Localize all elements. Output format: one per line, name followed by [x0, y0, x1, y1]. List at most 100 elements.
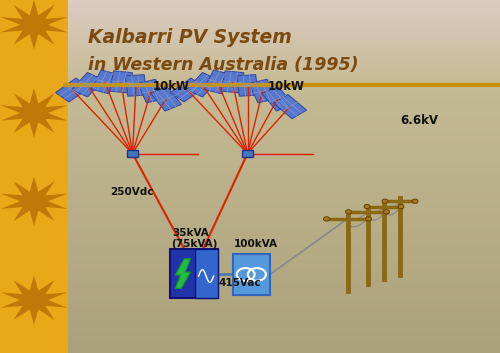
- Bar: [65, 299, 500, 306]
- Bar: [65, 14, 500, 17]
- Bar: [65, 219, 500, 226]
- Bar: [65, 25, 500, 28]
- Bar: [237, 74, 258, 96]
- Text: 250Vdc: 250Vdc: [110, 187, 154, 197]
- Bar: [65, 252, 500, 259]
- Bar: [65, 34, 500, 37]
- Bar: [65, 172, 500, 179]
- Bar: [65, 54, 500, 56]
- Bar: [65, 333, 500, 340]
- Bar: [65, 8, 500, 11]
- Bar: [65, 152, 500, 158]
- Bar: [65, 20, 500, 23]
- Polygon shape: [175, 259, 190, 288]
- Bar: [249, 79, 276, 103]
- Bar: [65, 132, 500, 138]
- Bar: [127, 150, 138, 157]
- Circle shape: [346, 210, 352, 214]
- Bar: [72, 72, 104, 97]
- Bar: [170, 78, 204, 102]
- Bar: [65, 306, 500, 313]
- Bar: [221, 71, 244, 93]
- Bar: [65, 76, 500, 79]
- Bar: [65, 62, 500, 65]
- Text: 10kW: 10kW: [152, 80, 190, 93]
- Bar: [65, 239, 500, 246]
- Bar: [65, 340, 500, 346]
- Bar: [65, 40, 500, 42]
- Bar: [274, 95, 306, 119]
- Bar: [65, 0, 500, 85]
- Bar: [126, 74, 146, 96]
- Bar: [65, 179, 500, 185]
- Bar: [65, 0, 500, 3]
- Circle shape: [366, 217, 372, 221]
- Text: 35kVA: 35kVA: [172, 228, 210, 238]
- Bar: [65, 0, 500, 353]
- Bar: [65, 71, 500, 73]
- Bar: [65, 313, 500, 319]
- Bar: [65, 105, 500, 112]
- Bar: [65, 45, 500, 48]
- Bar: [110, 71, 132, 93]
- Circle shape: [364, 204, 370, 209]
- Bar: [65, 199, 500, 205]
- Polygon shape: [0, 88, 68, 138]
- Bar: [65, 246, 500, 252]
- Bar: [186, 72, 218, 97]
- Bar: [65, 85, 500, 91]
- Bar: [138, 79, 164, 103]
- Bar: [65, 37, 500, 40]
- Text: 6.6kV: 6.6kV: [400, 114, 438, 126]
- Bar: [242, 150, 253, 157]
- Bar: [65, 28, 500, 31]
- Bar: [65, 112, 500, 118]
- Bar: [65, 145, 500, 152]
- Bar: [65, 319, 500, 326]
- Bar: [65, 118, 500, 125]
- Bar: [65, 286, 500, 293]
- Bar: [65, 138, 500, 145]
- Bar: [0, 0, 68, 353]
- Text: 10kW: 10kW: [268, 80, 304, 93]
- Bar: [65, 91, 500, 98]
- Bar: [65, 205, 500, 212]
- Bar: [65, 326, 500, 333]
- Bar: [65, 73, 500, 76]
- Bar: [65, 23, 500, 25]
- Bar: [65, 59, 500, 62]
- Text: in Western Australia (1995): in Western Australia (1995): [88, 56, 358, 74]
- Bar: [65, 82, 500, 85]
- Bar: [194, 249, 218, 298]
- Bar: [65, 158, 500, 165]
- Bar: [65, 125, 500, 132]
- Bar: [65, 68, 500, 71]
- Text: Kalbarri PV System: Kalbarri PV System: [88, 28, 291, 47]
- Polygon shape: [0, 275, 68, 325]
- Polygon shape: [0, 176, 68, 226]
- Bar: [65, 6, 500, 8]
- Bar: [65, 226, 500, 232]
- Bar: [65, 259, 500, 266]
- Text: 100kVA: 100kVA: [234, 239, 278, 249]
- Bar: [65, 31, 500, 34]
- Bar: [65, 51, 500, 54]
- Text: 415Vac: 415Vac: [218, 279, 261, 288]
- Bar: [204, 70, 232, 94]
- Bar: [262, 86, 293, 111]
- Bar: [65, 212, 500, 219]
- Circle shape: [412, 199, 418, 203]
- Bar: [91, 70, 119, 94]
- Text: (75kVA): (75kVA): [171, 239, 218, 249]
- Bar: [65, 11, 500, 14]
- Bar: [65, 3, 500, 6]
- Bar: [65, 56, 500, 59]
- Bar: [65, 42, 500, 45]
- Bar: [65, 273, 500, 279]
- Bar: [65, 279, 500, 286]
- Polygon shape: [0, 0, 68, 49]
- Bar: [65, 293, 500, 299]
- Bar: [65, 17, 500, 20]
- Bar: [150, 86, 182, 111]
- Bar: [65, 65, 500, 68]
